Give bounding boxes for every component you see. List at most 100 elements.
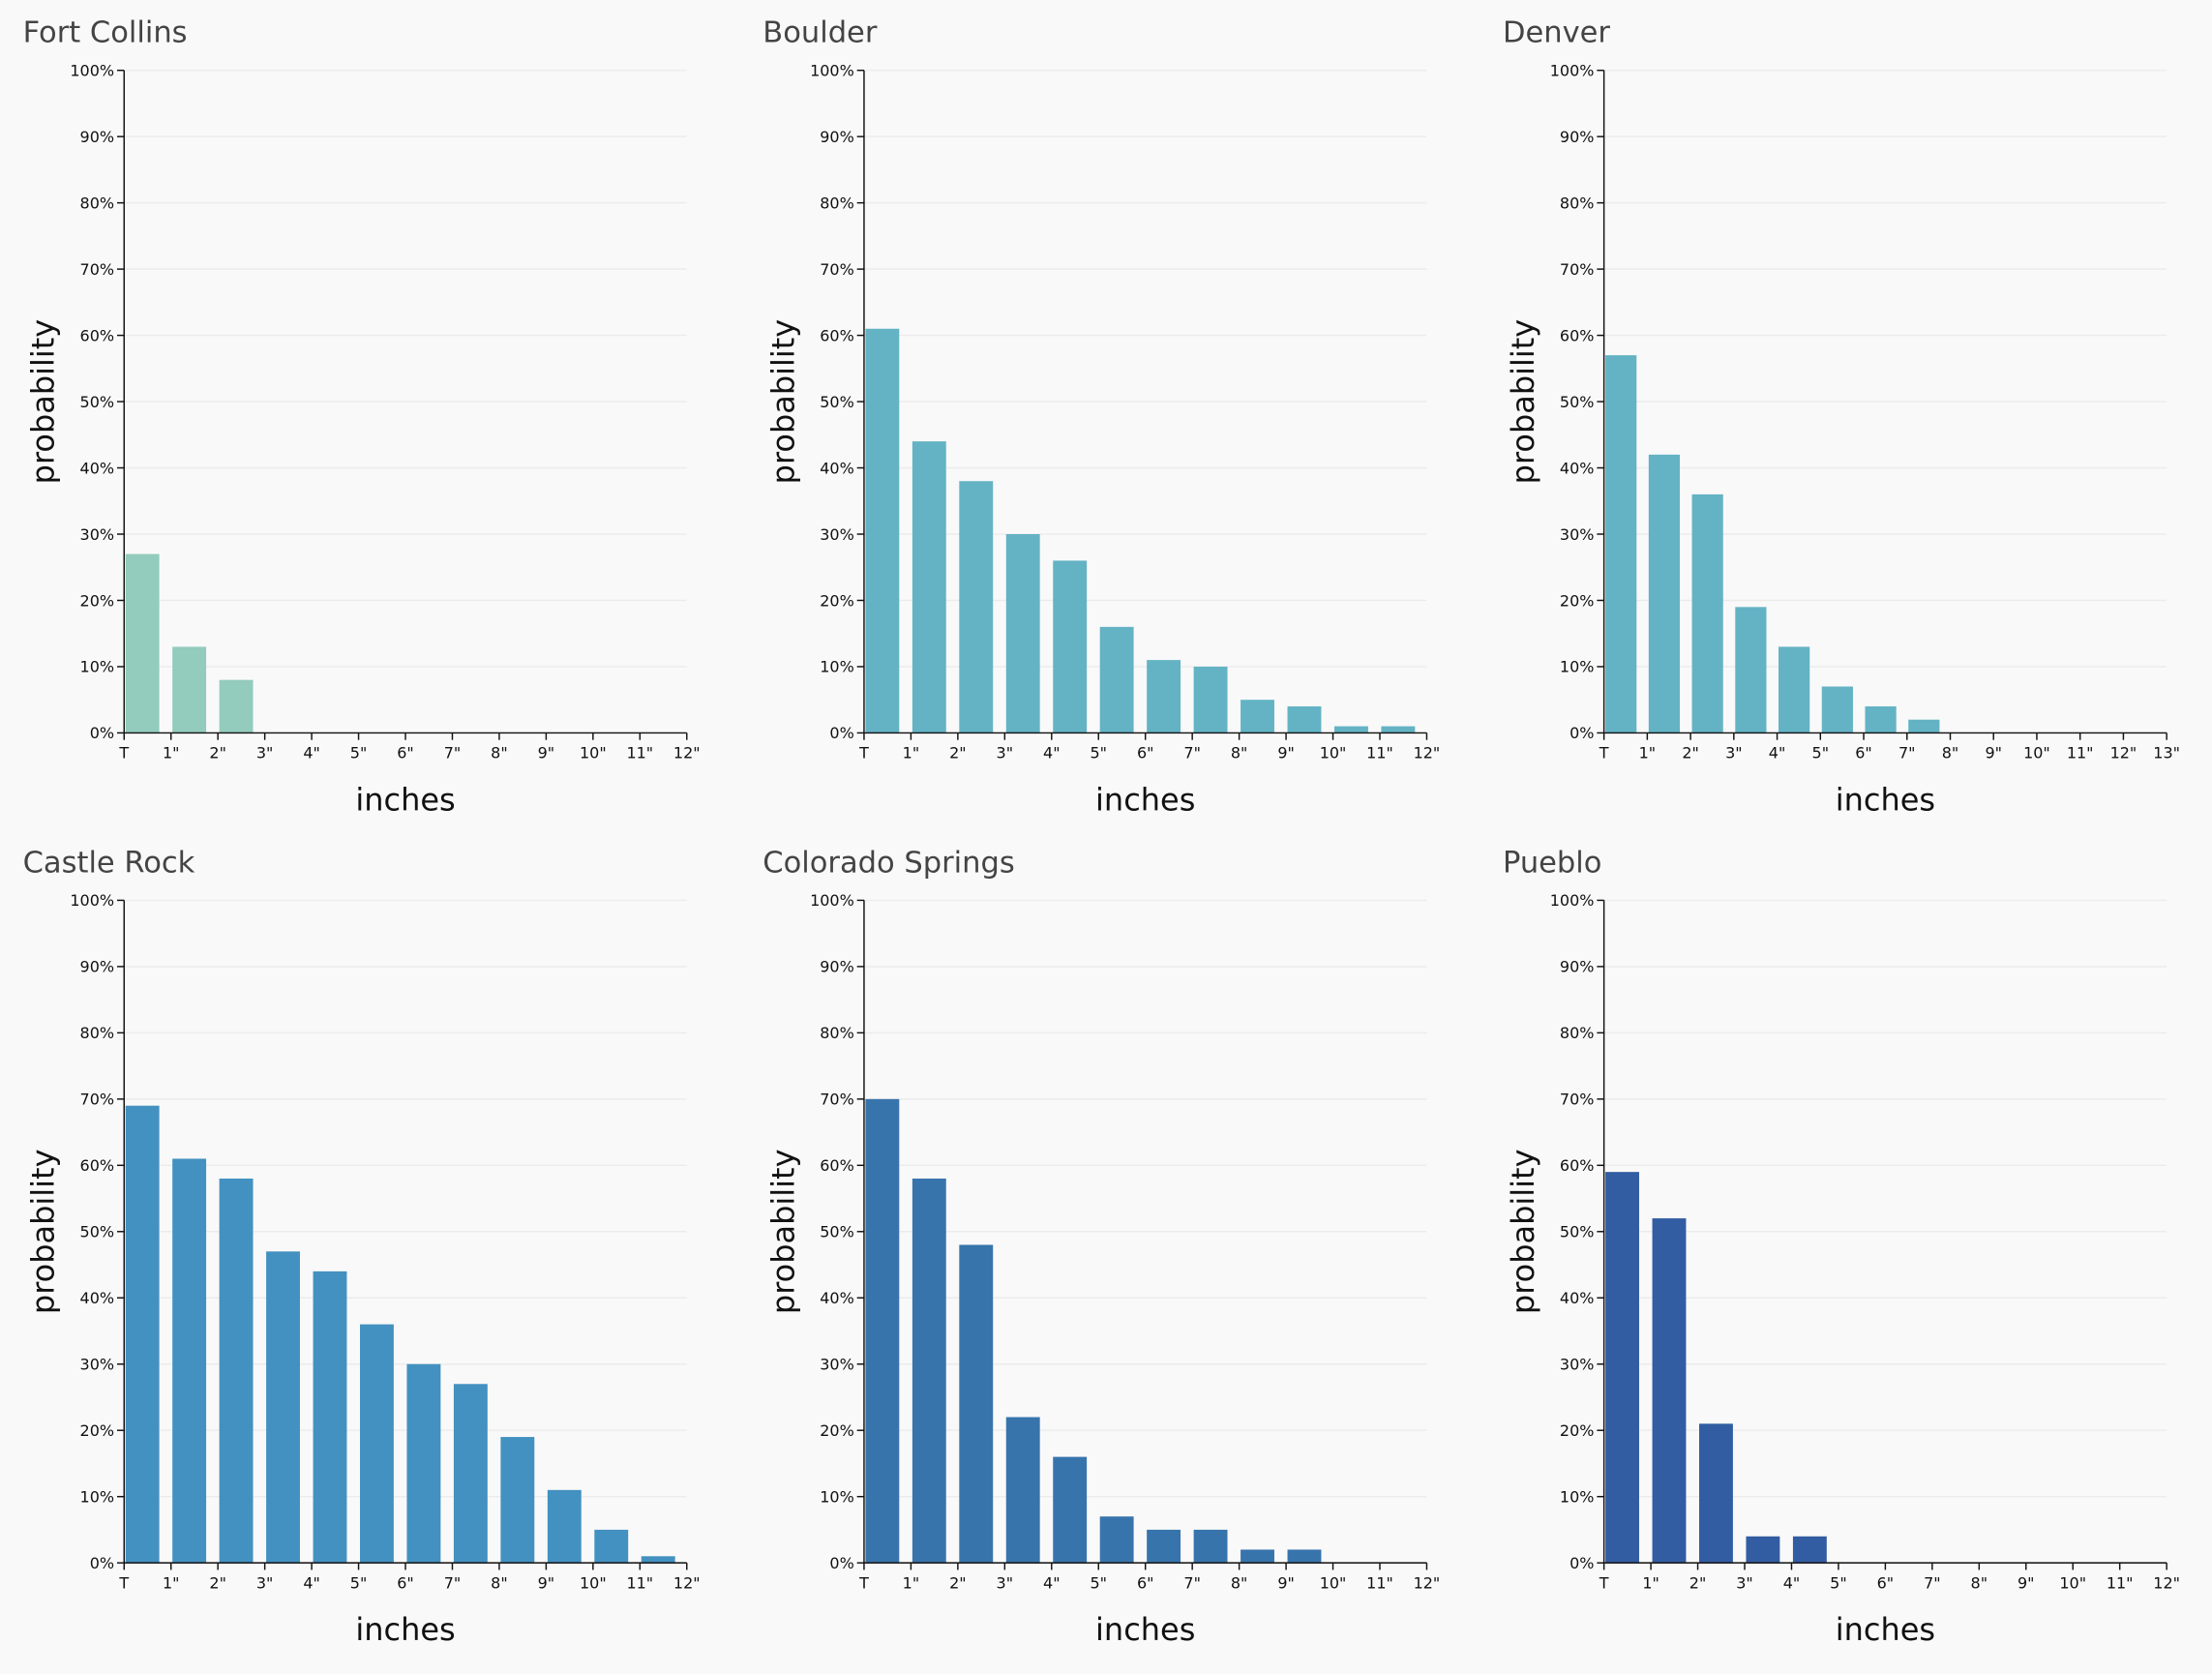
panel: Castle Rock probability inches 0% 10% 20% 30% 4… [23,846,701,1648]
x-tick-label: 11" [2107,1573,2134,1592]
x-tick-label: 1" [903,744,920,762]
x-tick-label: 3" [1736,1573,1753,1592]
x-tick-label: 7" [1183,744,1201,762]
bar [172,1158,207,1564]
x-tick-label: 1" [1639,744,1657,762]
bar [1746,1536,1780,1564]
chart-title: Colorado Springs [762,846,1015,880]
y-tick-label: 70% [1560,260,1595,279]
panel: Boulder probability inches 0% 10% 20% 30% 40% 50… [762,16,1440,819]
y-tick-label: 70% [80,260,115,279]
x-tick-label: 4" [1783,1573,1801,1592]
y-tick-label: 100% [1550,62,1595,80]
y-tick-label: 0% [829,1554,853,1572]
y-tick-label: 90% [820,958,854,976]
bar [1735,607,1767,733]
x-tick-label: 7" [1183,1573,1201,1592]
x-tick-label: 3" [256,744,274,762]
x-axis-label: inches [355,781,455,818]
x-tick-label: 2" [949,744,967,762]
x-tick-label: 13" [2153,744,2180,762]
x-tick-label: 2" [209,744,226,762]
x-axis-label: inches [1836,781,1935,818]
bar [1005,534,1040,733]
bar [1333,726,1368,733]
x-axis-label: inches [1095,1611,1195,1648]
bar [1053,560,1088,733]
y-tick-label: 10% [820,1487,854,1506]
bar [641,1556,675,1564]
x-tick-label: 10" [1320,1573,1347,1592]
bar [172,646,207,733]
bar [1099,1516,1134,1564]
y-tick-label: 60% [820,326,854,344]
y-tick-label: 100% [1550,891,1595,910]
y-tick-label: 100% [810,891,854,910]
x-tick-label: 5" [1830,1573,1847,1592]
y-tick-label: 10% [80,1487,115,1506]
y-tick-label: 30% [80,1356,115,1374]
y-tick-label: 20% [820,591,854,610]
y-tick-label: 10% [1560,1487,1595,1506]
x-tick-label: 10" [2023,744,2050,762]
bar [1241,1549,1274,1564]
x-tick-label: 7" [1898,744,1916,762]
y-tick-label: 70% [820,260,854,279]
y-tick-label: 0% [829,724,853,742]
x-tick-label: 12" [1414,1573,1441,1592]
y-tick-label: 30% [1560,525,1595,544]
x-tick-label: 4" [1043,744,1061,762]
x-tick-label: 9" [1277,744,1295,762]
bar [959,1244,994,1564]
bar [219,1179,254,1564]
y-tick-label: 50% [80,1223,115,1241]
x-axis-label: inches [1836,1611,1935,1648]
y-tick-label: 0% [1569,724,1594,742]
y-tick-label: 50% [80,393,115,411]
y-axis-label: probability [764,1149,801,1314]
bar [266,1251,300,1564]
x-tick-label: 5" [1090,744,1107,762]
y-tick-label: 80% [820,194,854,212]
bar [219,679,254,733]
bar [1605,355,1637,733]
y-tick-label: 20% [80,1421,115,1440]
bar [1652,1218,1687,1564]
y-tick-label: 0% [1569,1554,1594,1572]
bar [1147,1529,1181,1564]
bar [1691,493,1723,733]
bar [865,328,900,733]
bar [1605,1172,1639,1564]
bar [1792,1536,1827,1564]
bar [1053,1456,1088,1564]
bar [912,441,946,733]
y-tick-label: 40% [1560,1289,1595,1307]
x-tick-label: 4" [303,1573,320,1592]
y-tick-label: 60% [80,326,115,344]
x-tick-label: 8" [1971,1573,1988,1592]
x-tick-label: 1" [163,1573,180,1592]
bar [313,1270,347,1564]
y-tick-label: 40% [80,1289,115,1307]
bar [125,1105,160,1564]
y-axis-label: probability [1505,319,1541,485]
bar [1099,626,1134,733]
x-tick-label: 8" [491,744,508,762]
x-tick-label: 6" [1855,744,1872,762]
x-tick-label: 6" [1137,744,1154,762]
x-tick-label: 10" [2059,1573,2086,1592]
y-tick-label: 80% [1560,194,1595,212]
x-tick-label: 12" [1414,744,1441,762]
x-tick-label: 3" [1725,744,1743,762]
y-tick-label: 20% [1560,591,1595,610]
y-tick-label: 90% [80,128,115,146]
y-tick-label: 70% [1560,1091,1595,1109]
bar [406,1363,441,1564]
x-tick-label: 3" [997,744,1014,762]
y-tick-label: 20% [1560,1421,1595,1440]
y-tick-label: 80% [80,194,115,212]
y-tick-label: 60% [820,1156,854,1175]
bar [1699,1423,1733,1564]
